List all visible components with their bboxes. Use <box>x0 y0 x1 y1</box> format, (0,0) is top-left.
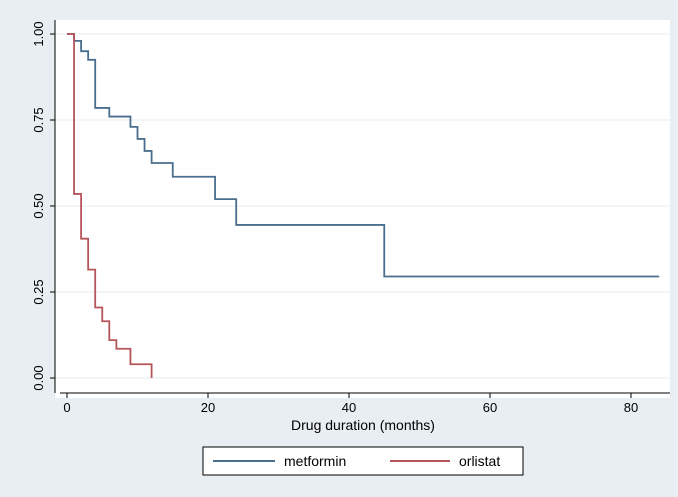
y-tick-label: 0.25 <box>31 279 46 304</box>
x-axis-title: Drug duration (months) <box>291 417 435 433</box>
y-tick-label: 1.00 <box>31 21 46 46</box>
y-tick-label: 0.75 <box>31 107 46 132</box>
x-tick-label: 60 <box>483 400 497 415</box>
series-layer <box>67 33 660 378</box>
plot-area <box>55 20 670 398</box>
y-tick-label: 0.50 <box>31 193 46 218</box>
legend-label-orlistat: orlistat <box>459 453 500 469</box>
series-line-metformin <box>67 33 660 278</box>
legend: metformin orlistat <box>202 446 524 476</box>
x-tick-label: 40 <box>342 400 356 415</box>
x-tick-label: 20 <box>201 400 215 415</box>
legend-label-metformin: metformin <box>284 453 346 469</box>
gridlines <box>56 33 670 379</box>
x-tick-label: 0 <box>63 400 70 415</box>
series-line-orlistat <box>67 33 153 378</box>
ticks: 0.00 0.25 0.50 0.75 1.00 0 20 40 60 80 <box>31 21 638 415</box>
y-tick-label: 0.00 <box>31 365 46 390</box>
x-tick-label: 80 <box>624 400 638 415</box>
